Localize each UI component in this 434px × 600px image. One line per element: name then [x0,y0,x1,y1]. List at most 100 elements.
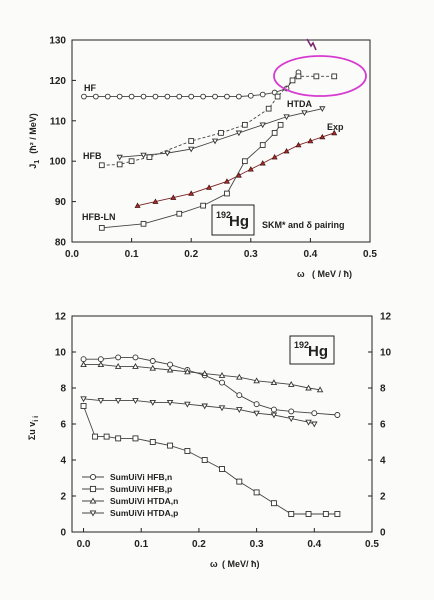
data-point [311,410,318,417]
data-point [140,93,147,100]
data-point [334,412,341,418]
y-tick-label: 8 [60,384,66,395]
series-sumuivi-htda-p [80,396,318,428]
data-point [247,166,254,172]
data-point [116,93,123,100]
annotation-text-top: SKM* and δ pairing [262,220,344,230]
x-tick-label: 0.1 [134,539,148,550]
ylabel-units: (ħ² / MeV) [28,113,38,154]
legend-entry: SumUiVi HTDA,n [82,496,178,506]
x-tick-label: 0.4 [307,539,321,550]
series-hf [81,69,302,100]
x-tick-label: 0.2 [184,249,198,260]
data-point [259,142,266,148]
series-label-hfb-ln: HFB-LN [82,212,116,222]
data-point [305,511,312,517]
data-point [206,184,213,190]
data-point [218,405,226,412]
data-point [188,190,195,196]
data-point [307,137,314,144]
data-point [92,433,99,440]
data-point [98,162,105,169]
handwritten-circle [273,55,367,97]
x-tick-label: 0.0 [65,249,79,260]
data-point [331,73,338,80]
data-point [259,160,266,166]
data-point [170,194,177,200]
data-point [140,220,147,227]
nucleus-box-bottom [289,335,335,365]
data-point [97,398,105,405]
legend-marker [89,473,97,481]
data-point [322,511,329,517]
data-point [167,442,174,449]
y-tick-label: 6 [60,420,66,431]
data-point [114,398,122,405]
x-axis-symbol-top: ω [297,269,305,279]
data-point [287,416,295,423]
data-point [259,122,266,129]
series-label-exp: Exp [327,122,344,132]
data-point [236,373,243,380]
data-point [116,154,123,161]
nucleus-mass-top: 192 [216,210,231,220]
data-point [219,379,225,386]
data-point [116,161,123,168]
data-point [211,138,219,145]
data-point [236,407,243,414]
y-tick-label: 130 [49,36,66,47]
data-point [92,93,99,100]
data-point [218,130,224,136]
series-line [119,108,323,158]
series-label-hfb: HFB [83,151,102,161]
y-tick-label: 2 [60,492,66,503]
data-point [218,371,226,378]
data-point [115,354,122,361]
data-point [200,93,206,100]
legend-bottom: SumUiVi HFB,n SumUiVi HFB,p SumUiVi HTDA,n… [82,472,178,518]
legend-label: SumUiVi HFB,p [110,484,172,494]
data-point [219,466,225,472]
ylabel-sub: 1 [34,160,41,164]
legend-marker [89,510,97,517]
data-point [166,399,174,406]
data-point [271,154,278,160]
y-tick-label: 4 [60,456,66,467]
data-point [331,129,338,136]
data-point [80,361,87,368]
data-point [253,401,260,408]
legend-entry: SumUiVi HFB,n [82,472,172,482]
data-point [103,433,110,440]
data-point [176,93,183,100]
y-tick-label-right: 8 [380,384,386,395]
legend-label: SumUiVi HFB,n [110,472,172,482]
data-point [115,435,122,442]
data-point [287,380,295,387]
data-point [176,210,183,217]
data-point [128,158,135,165]
nucleus-box-top [211,204,255,236]
data-point [140,152,147,159]
data-point [104,93,111,100]
data-point [128,93,135,100]
data-point [270,500,277,507]
handwritten-mark [306,38,317,51]
y-tick-label: 110 [50,116,67,127]
data-point [134,202,141,208]
ylabel-main: J [28,164,38,169]
data-point [152,93,159,100]
data-point [188,146,195,153]
data-point [319,106,326,113]
legend-marker [89,497,97,504]
data-point [283,114,290,121]
x-tick-label: 0.3 [244,249,258,260]
y-axis-label-top: J1 (ħ² / MeV) [28,113,41,168]
plot-frame-top [71,39,371,243]
svg-text:J1(ħ² / MeV): J1 (ħ² / MeV) [28,113,41,168]
data-point [241,121,248,128]
data-point [253,410,260,417]
data-point [247,92,254,99]
ylabel-bottom: Σu v [27,422,37,440]
series-hfb-ln [98,121,284,231]
